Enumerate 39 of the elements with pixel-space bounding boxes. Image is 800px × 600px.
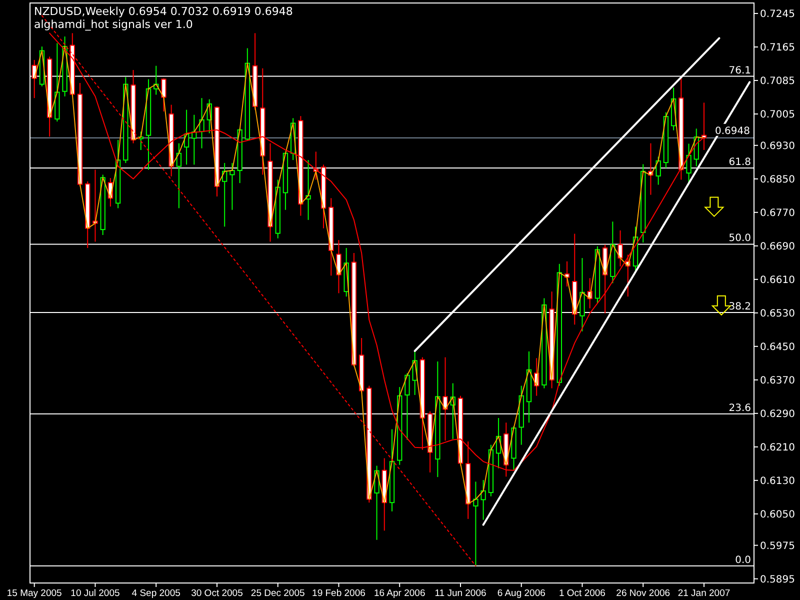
ref-line-label: 0.6948 bbox=[715, 126, 750, 137]
x-tick-label: 15 May 2005 bbox=[6, 588, 62, 599]
y-tick-label: 0.6850 bbox=[760, 174, 795, 186]
x-tick-label: 1 Oct 2006 bbox=[559, 588, 606, 599]
annotation: 76.1 bbox=[728, 65, 751, 76]
y-tick-label: 0.6450 bbox=[760, 342, 795, 353]
x-tick-label: 6 Aug 2006 bbox=[497, 588, 546, 599]
y-tick-label: 0.7245 bbox=[760, 8, 795, 20]
y-tick-label: 0.5895 bbox=[760, 574, 795, 586]
annotation: 23.6 bbox=[728, 402, 751, 414]
text: alghamdi_hot signals ver 1.0 bbox=[34, 18, 193, 31]
y-tick-label: 0.6130 bbox=[760, 476, 795, 487]
annotation: 38.2 bbox=[728, 301, 751, 312]
y-tick-label: 0.6050 bbox=[760, 509, 795, 520]
y-tick-label: 0.6770 bbox=[760, 208, 795, 219]
y-tick-label: 0.6370 bbox=[760, 375, 795, 386]
x-tick-label: 11 Jun 2006 bbox=[434, 588, 486, 599]
y-tick-label: 0.6530 bbox=[760, 308, 795, 320]
annotation: 0.0 bbox=[735, 554, 751, 566]
y-tick-label: 0.7005 bbox=[760, 109, 795, 120]
x-tick-label: 30 Oct 2005 bbox=[191, 588, 243, 599]
y-tick-label: 0.6690 bbox=[760, 241, 795, 252]
x-tick-label: 21 Jan 2007 bbox=[678, 588, 730, 599]
y-tick-label: 0.6290 bbox=[760, 408, 795, 420]
x-tick-label: 25 Dec 2005 bbox=[250, 588, 305, 599]
annotation: 61.8 bbox=[728, 156, 751, 168]
chart-title: NZDUSD,Weekly 0.6954 0.7032 0.6919 0.6948 bbox=[34, 5, 293, 18]
x-tick-label: 19 Feb 2006 bbox=[312, 588, 366, 599]
x-tick-label: 4 Sep 2005 bbox=[132, 588, 180, 599]
y-tick-label: 0.5975 bbox=[760, 540, 795, 552]
x-tick-label: 10 Jul 2005 bbox=[70, 588, 120, 599]
y-tick-label: 0.7165 bbox=[760, 42, 795, 54]
y-tick-label: 0.6610 bbox=[760, 274, 795, 286]
x-tick-label: 16 Apr 2006 bbox=[374, 588, 426, 599]
x-tick-label: 26 Nov 2006 bbox=[616, 588, 670, 599]
y-tick-label: 0.7085 bbox=[760, 76, 795, 87]
y-tick-label: 0.6210 bbox=[760, 442, 795, 454]
annotation: 50.0 bbox=[728, 233, 751, 244]
y-tick-label: 0.6930 bbox=[760, 140, 795, 152]
